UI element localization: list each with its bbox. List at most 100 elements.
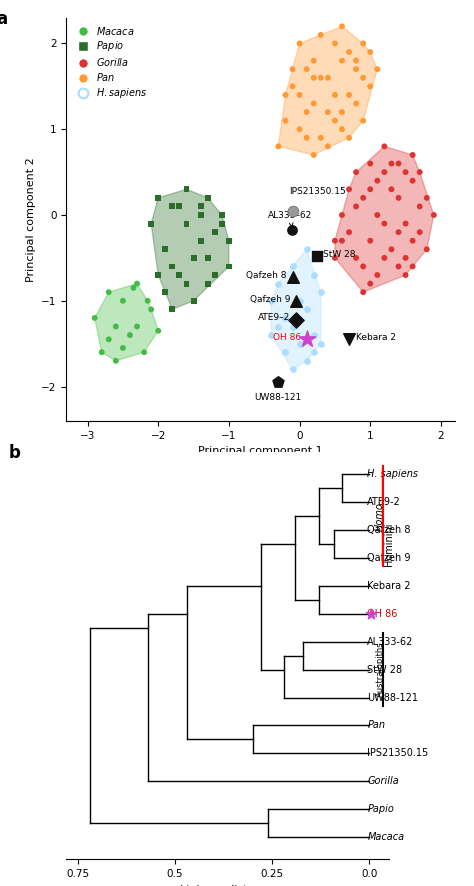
Point bbox=[338, 122, 346, 136]
Point bbox=[282, 88, 289, 102]
Point bbox=[204, 276, 211, 291]
Point bbox=[381, 139, 388, 153]
Point bbox=[352, 251, 360, 265]
Point bbox=[144, 293, 151, 307]
Point bbox=[345, 183, 353, 197]
Point bbox=[182, 183, 190, 197]
Point bbox=[274, 375, 282, 389]
Point bbox=[190, 251, 197, 265]
Point bbox=[352, 53, 360, 67]
Text: Qafzeh 8: Qafzeh 8 bbox=[246, 270, 287, 280]
Point bbox=[211, 225, 219, 239]
Point bbox=[289, 260, 296, 274]
Text: Macaca: Macaca bbox=[367, 832, 404, 842]
Point bbox=[317, 27, 325, 42]
Text: Papio: Papio bbox=[367, 804, 394, 814]
Point bbox=[331, 88, 339, 102]
Point bbox=[126, 328, 134, 342]
Point bbox=[296, 293, 303, 307]
Point bbox=[218, 208, 226, 222]
Point bbox=[416, 199, 423, 214]
Point bbox=[409, 148, 417, 162]
Text: Australopiths: Australopiths bbox=[376, 641, 385, 697]
Point bbox=[313, 249, 321, 263]
Text: OH 86: OH 86 bbox=[273, 333, 301, 342]
Point bbox=[176, 268, 183, 282]
Point bbox=[119, 293, 127, 307]
Point bbox=[169, 302, 176, 316]
Point bbox=[345, 225, 353, 239]
Point bbox=[147, 216, 155, 230]
Point bbox=[423, 190, 430, 205]
Point bbox=[402, 165, 410, 179]
Point bbox=[310, 97, 318, 111]
Point bbox=[155, 323, 162, 338]
Legend: $Macaca$, $Papio$, $Gorilla$, $Pan$, $H. sapiens$: $Macaca$, $Papio$, $Gorilla$, $Pan$, $H.… bbox=[71, 22, 149, 102]
Point bbox=[267, 293, 275, 307]
Point bbox=[176, 199, 183, 214]
Polygon shape bbox=[95, 284, 158, 361]
Point bbox=[381, 165, 388, 179]
Point bbox=[282, 311, 289, 325]
Point bbox=[352, 97, 360, 111]
Point bbox=[381, 216, 388, 230]
Text: ATE9-2: ATE9-2 bbox=[367, 497, 401, 507]
Point bbox=[338, 234, 346, 248]
X-axis label: Linkage distance: Linkage distance bbox=[180, 885, 275, 886]
Point bbox=[225, 260, 233, 274]
Point bbox=[310, 148, 318, 162]
Point bbox=[366, 45, 374, 59]
Text: AL333-62: AL333-62 bbox=[367, 637, 414, 647]
Point bbox=[133, 320, 141, 334]
Point bbox=[289, 204, 296, 218]
Point bbox=[218, 216, 226, 230]
Text: Homo: Homo bbox=[375, 501, 385, 531]
Point bbox=[359, 71, 367, 85]
Point bbox=[91, 311, 99, 325]
Point bbox=[359, 190, 367, 205]
Point bbox=[112, 320, 119, 334]
Point bbox=[303, 131, 310, 145]
Point bbox=[367, 607, 375, 621]
Point bbox=[289, 62, 296, 76]
Text: Hominini: Hominini bbox=[384, 522, 394, 566]
Point bbox=[409, 174, 417, 188]
Point bbox=[345, 131, 353, 145]
Point bbox=[296, 122, 303, 136]
Point bbox=[289, 79, 296, 93]
Point bbox=[359, 113, 367, 128]
Point bbox=[324, 71, 332, 85]
Point bbox=[359, 260, 367, 274]
Text: UW88-121: UW88-121 bbox=[255, 392, 302, 401]
Point bbox=[292, 313, 300, 327]
Point bbox=[395, 225, 402, 239]
Point bbox=[282, 346, 289, 360]
Point bbox=[274, 276, 282, 291]
Point bbox=[211, 268, 219, 282]
Point bbox=[345, 332, 353, 346]
Point bbox=[338, 105, 346, 119]
Point bbox=[317, 285, 325, 299]
Point bbox=[338, 208, 346, 222]
Point bbox=[374, 268, 381, 282]
Point bbox=[303, 105, 310, 119]
Point bbox=[155, 268, 162, 282]
Point bbox=[352, 199, 360, 214]
Point bbox=[374, 62, 381, 76]
Text: UW88-121: UW88-121 bbox=[367, 693, 419, 703]
Polygon shape bbox=[271, 249, 321, 369]
Point bbox=[395, 260, 402, 274]
Point bbox=[182, 276, 190, 291]
Point bbox=[130, 281, 137, 295]
Point bbox=[366, 79, 374, 93]
Point bbox=[359, 285, 367, 299]
Point bbox=[423, 242, 430, 256]
Point bbox=[374, 208, 381, 222]
Point bbox=[155, 190, 162, 205]
Text: Qafzeh 9: Qafzeh 9 bbox=[367, 553, 411, 563]
Y-axis label: Principal component 2: Principal component 2 bbox=[26, 157, 36, 282]
Text: H. sapiens: H. sapiens bbox=[367, 470, 419, 479]
Point bbox=[395, 190, 402, 205]
Point bbox=[140, 346, 148, 360]
Polygon shape bbox=[278, 27, 377, 155]
